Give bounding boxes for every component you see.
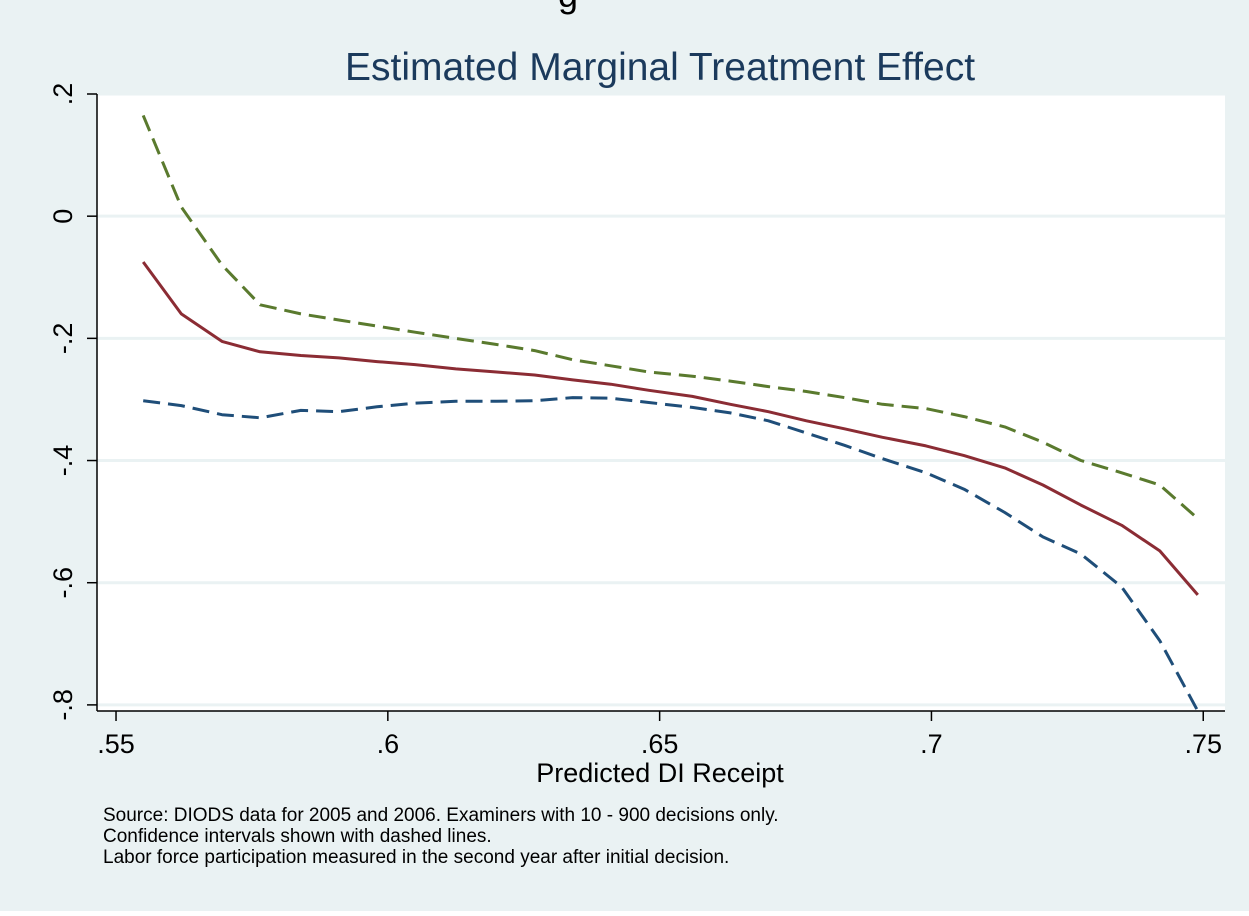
x-tick-label: .55 <box>97 729 135 759</box>
source-note-3: Labor force participation measured in th… <box>103 847 730 868</box>
chart-title: Estimated Marginal Treatment Effect <box>345 46 975 89</box>
grid-layer <box>97 92 1225 707</box>
x-tick-label: .65 <box>641 729 679 759</box>
y-tick-label: -.6 <box>48 567 78 599</box>
source-note-1: Source: DIODS data for 2005 and 2006. Ex… <box>103 805 779 826</box>
series-line-lower-confidence-bound <box>143 396 1200 712</box>
x-tick-label: .7 <box>920 729 943 759</box>
cropped-heading: g <box>558 0 578 15</box>
series-line-estimate <box>141 261 1199 596</box>
series-layer <box>141 114 1200 712</box>
x-tick-label: .75 <box>1184 729 1222 759</box>
source-note-2: Confidence intervals shown with dashed l… <box>103 826 492 847</box>
series-line-upper-confidence-bound <box>141 114 1199 520</box>
y-tick-label: -.2 <box>48 323 78 355</box>
axis-layer: .2 0 -.2 -.4 -.6 -.8 .55 .6 .65 .7 .75 <box>48 83 1225 759</box>
x-tick-label: .6 <box>377 729 400 759</box>
y-tick-label: -.4 <box>48 445 78 477</box>
plot-background <box>97 94 1225 711</box>
source-notes: Source: DIODS data for 2005 and 2006. Ex… <box>103 805 779 868</box>
y-tick-label: -.8 <box>48 689 78 721</box>
y-tick-label: .2 <box>48 83 78 106</box>
x-axis-label: Predicted DI Receipt <box>536 758 784 788</box>
y-tick-label: 0 <box>48 209 78 224</box>
